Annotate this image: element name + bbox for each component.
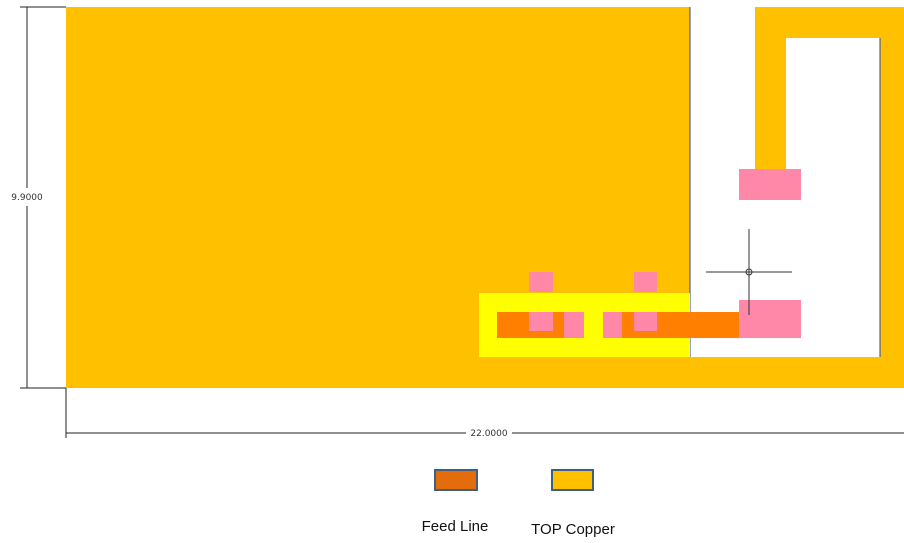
height-dimension: 9.9000 xyxy=(11,193,43,203)
legend-swatch xyxy=(551,469,594,491)
pad xyxy=(529,312,553,331)
crosshair xyxy=(706,229,792,315)
legend-label: TOP Copper xyxy=(531,521,615,538)
pad xyxy=(529,272,553,292)
pad xyxy=(603,312,622,338)
pad xyxy=(564,312,584,338)
pad xyxy=(634,312,657,331)
legend-label: Feed Line xyxy=(422,518,489,535)
pad xyxy=(634,272,657,292)
pad xyxy=(739,300,801,338)
feed-line xyxy=(603,312,739,338)
legend-swatch xyxy=(434,469,478,491)
pad xyxy=(739,169,801,200)
slot xyxy=(786,38,880,357)
dimension-lines xyxy=(20,6,904,438)
width-dimension: 22.0000 xyxy=(470,429,507,439)
